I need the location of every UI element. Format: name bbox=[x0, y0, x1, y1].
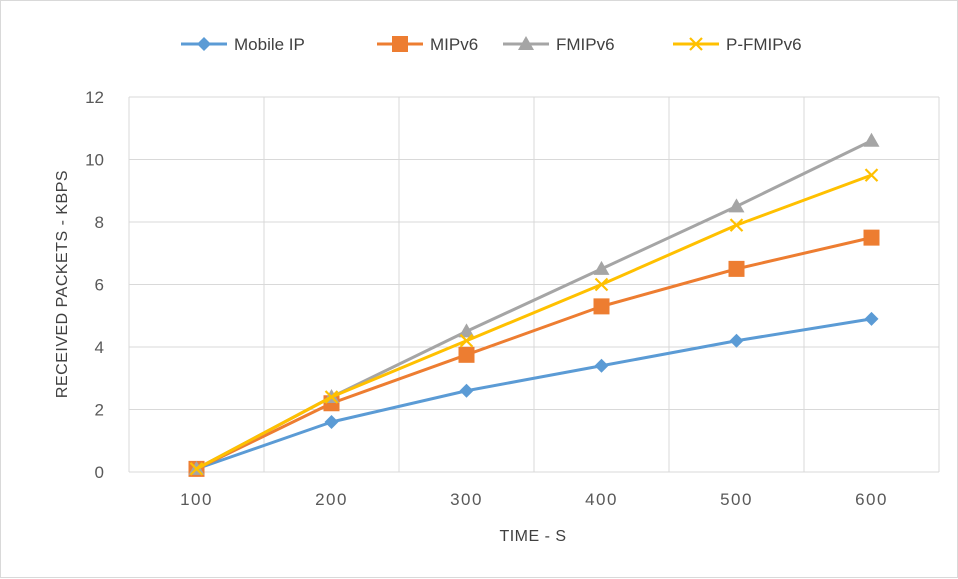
legend-item: FMIPv6 bbox=[503, 35, 615, 54]
data-point bbox=[189, 462, 204, 476]
data-point bbox=[459, 383, 474, 398]
data-point bbox=[324, 390, 339, 404]
data-point bbox=[864, 311, 879, 326]
y-tick-label: 8 bbox=[95, 213, 104, 232]
legend-label: P-FMIPv6 bbox=[726, 35, 802, 54]
y-tick-label: 2 bbox=[95, 401, 104, 420]
data-point bbox=[458, 323, 475, 338]
legend-item: MIPv6 bbox=[377, 35, 478, 54]
y-tick-label: 6 bbox=[95, 276, 104, 295]
series-line bbox=[195, 173, 873, 471]
data-point bbox=[729, 218, 744, 232]
y-tick-label: 0 bbox=[95, 463, 104, 482]
data-point bbox=[459, 333, 474, 348]
data-point bbox=[458, 346, 475, 363]
legend-swatch-marker bbox=[392, 36, 408, 52]
x-tick-label: 600 bbox=[855, 490, 888, 509]
y-axis-ticks: 0 2 4 6 8 10 12 bbox=[85, 88, 104, 482]
gridlines bbox=[128, 96, 940, 473]
legend: Mobile IP MIPv6 FMIPv6 P-FMIPv6 bbox=[181, 35, 802, 54]
legend-swatch-marker bbox=[518, 36, 534, 50]
legend-swatch-marker bbox=[197, 37, 211, 51]
legend-label: MIPv6 bbox=[430, 35, 478, 54]
data-point bbox=[594, 358, 609, 373]
y-tick-label: 10 bbox=[85, 151, 104, 170]
y-axis-title: RECEIVED PACKETS - KBPS bbox=[54, 170, 71, 398]
data-point bbox=[728, 198, 745, 213]
legend-label: Mobile IP bbox=[234, 35, 305, 54]
y-tick-label: 12 bbox=[85, 88, 104, 107]
data-point bbox=[863, 132, 880, 147]
data-point bbox=[324, 415, 339, 429]
x-tick-label: 400 bbox=[585, 490, 618, 509]
series-3 bbox=[189, 168, 879, 476]
series-line bbox=[195, 236, 872, 471]
data-point bbox=[863, 229, 880, 246]
x-tick-label: 200 bbox=[315, 490, 348, 509]
data-point bbox=[593, 298, 610, 315]
x-tick-label: 300 bbox=[450, 490, 483, 509]
series-line bbox=[196, 317, 872, 471]
legend-label: FMIPv6 bbox=[556, 35, 615, 54]
legend-item: P-FMIPv6 bbox=[673, 35, 802, 54]
legend-item: Mobile IP bbox=[181, 35, 305, 54]
data-point bbox=[864, 168, 879, 182]
x-tick-label: 100 bbox=[180, 490, 213, 509]
data-point bbox=[728, 260, 745, 277]
data-point bbox=[594, 277, 609, 292]
series-layer bbox=[188, 132, 880, 477]
y-tick-label: 4 bbox=[95, 338, 104, 357]
data-point bbox=[729, 333, 744, 348]
legend-swatch-marker bbox=[689, 37, 703, 51]
x-tick-label: 500 bbox=[720, 490, 753, 509]
x-axis-ticks: 100 200 300 400 500 600 bbox=[180, 490, 888, 509]
data-point bbox=[593, 260, 610, 275]
x-axis-title: TIME - S bbox=[499, 528, 566, 545]
